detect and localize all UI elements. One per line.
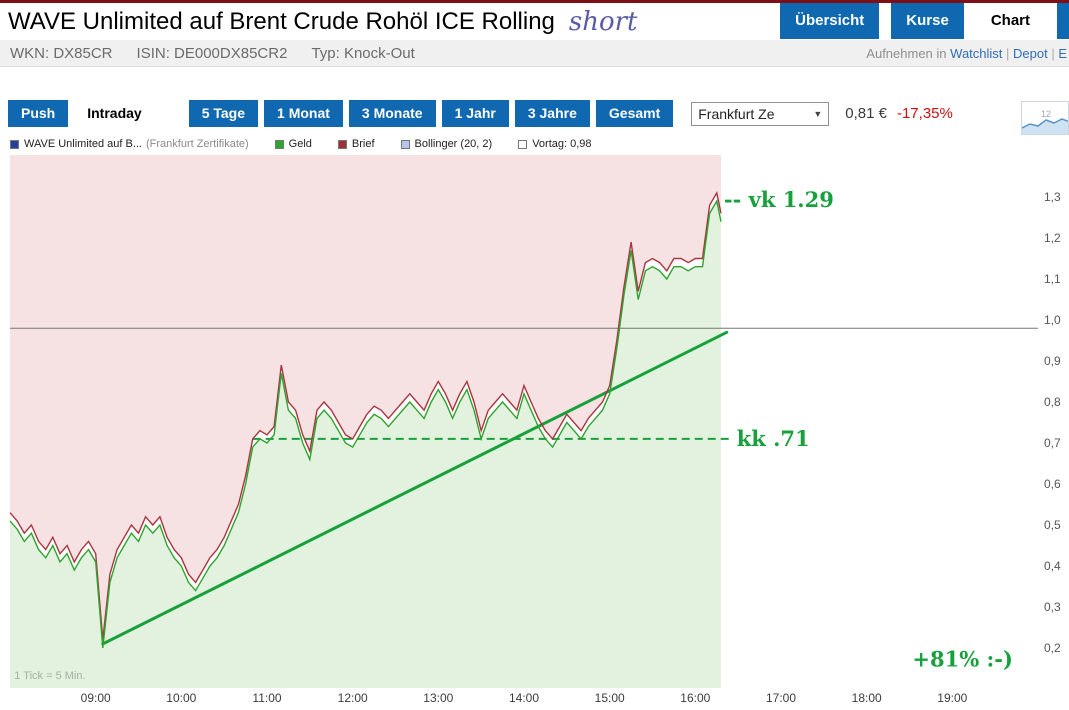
price-change: -17,35% xyxy=(896,105,953,122)
x-axis-label: 14:00 xyxy=(509,691,539,705)
legend-label: Brief xyxy=(351,138,375,150)
legend-swatch xyxy=(400,139,410,149)
area-above-price xyxy=(10,155,721,640)
x-axis-label: 10:00 xyxy=(166,691,196,705)
legend-item-vortag-0-98: Vortag: 0,98 xyxy=(518,138,592,150)
trend-line xyxy=(101,330,729,646)
x-axis-label: 09:00 xyxy=(81,691,111,705)
typ-value: Typ: Knock-Out xyxy=(311,44,415,62)
y-axis-label: 1,1 xyxy=(1044,272,1061,286)
link-watchlist[interactable]: Watchlist xyxy=(950,45,1003,61)
x-axis-label: 12:00 xyxy=(338,691,368,705)
link-depot[interactable]: Depot xyxy=(1013,45,1048,61)
y-axis-label: 1,0 xyxy=(1044,313,1061,327)
x-axis-label: 13:00 xyxy=(423,691,453,705)
link-separator: | xyxy=(1047,45,1059,61)
geld-line xyxy=(9,199,722,649)
top-accent-line xyxy=(0,0,1069,3)
period-button-intraday[interactable]: Intraday xyxy=(74,100,155,127)
mini-chart-label: 12 xyxy=(1041,109,1051,119)
legend-swatch xyxy=(274,139,284,149)
y-axis-label: 0,7 xyxy=(1044,436,1061,450)
annotation-81: +81% :-) xyxy=(912,646,1013,671)
legend-label: Bollinger (20, 2) xyxy=(414,138,493,150)
area-below-price xyxy=(10,201,721,688)
nav-button-kurse[interactable]: Kurse xyxy=(891,3,964,39)
instrument-infobar: WKN: DX85CR ISIN: DE000DX85CR2 Typ: Knoc… xyxy=(0,40,1069,67)
x-axis-label: 17:00 xyxy=(766,691,796,705)
link-separator: | xyxy=(1002,45,1014,61)
push-button[interactable]: Push xyxy=(8,100,69,127)
title-annotation-short: short xyxy=(568,6,638,37)
exchange-select-value: Frankfurt Ze xyxy=(698,105,775,122)
price-value: 0,81 € xyxy=(845,105,887,122)
x-axis-label: 16:00 xyxy=(680,691,710,705)
price-chart: -- vk 1.29 kk .71 +81% :-) 1 Tick = 5 Min. 0… xyxy=(9,155,1061,705)
mini-chart-thumbnail[interactable]: 12 xyxy=(1021,101,1069,135)
legend-item-brief: Brief xyxy=(337,138,375,150)
legend-item-geld: Geld xyxy=(274,138,312,150)
annotation-kk-71: kk .71 xyxy=(737,426,810,451)
legend-label: WAVE Unlimited auf B... xyxy=(24,138,142,150)
y-axis-label: 1,3 xyxy=(1044,190,1061,204)
annotation-vk-1-29: -- vk 1.29 xyxy=(724,187,834,212)
y-axis-label: 0,8 xyxy=(1044,395,1061,409)
legend-swatch xyxy=(518,139,528,149)
nav-button-chart[interactable]: Chart xyxy=(975,3,1045,39)
isin-value: ISIN: DE000DX85CR2 xyxy=(136,44,288,62)
legend-item-bollinger-20-2: Bollinger (20, 2) xyxy=(400,138,493,150)
nav-button-uebersicht[interactable]: Übersicht xyxy=(780,3,880,39)
y-axis-label: 0,5 xyxy=(1044,518,1061,532)
exchange-select[interactable]: Frankfurt Ze ▼ xyxy=(691,101,830,126)
x-axis-label: 15:00 xyxy=(595,691,625,705)
legend-label: Geld xyxy=(288,138,312,150)
legend-item-wave-unlimited-auf-b: WAVE Unlimited auf B... (Frankfurt Zertif… xyxy=(10,138,249,150)
chart-legend: WAVE Unlimited auf B... (Frankfurt Zertif… xyxy=(10,138,618,150)
x-axis-label: 19:00 xyxy=(937,691,967,705)
period-button-3-monate[interactable]: 3 Monate xyxy=(348,100,436,127)
watchlist-links: Aufnehmen in Watchlist | Depot | E xyxy=(866,46,1067,61)
page-title: WAVE Unlimited auf Brent Crude Rohöl ICE… xyxy=(8,7,555,35)
legend-swatch xyxy=(10,139,19,149)
period-button-3-jahre[interactable]: 3 Jahre xyxy=(514,100,590,127)
top-nav: Übersicht Kurse Chart xyxy=(780,3,1069,39)
chevron-down-icon: ▼ xyxy=(813,108,823,119)
y-axis-label: 0,9 xyxy=(1044,354,1061,368)
period-button-gesamt[interactable]: Gesamt xyxy=(595,100,674,127)
period-button-5-tage[interactable]: 5 Tage xyxy=(188,100,259,127)
annotation-1-tick-5-min: 1 Tick = 5 Min. xyxy=(14,670,85,682)
chart-toolbar: Push Intraday 5 Tage 1 Monat 3 Monate 1 Jahr… xyxy=(8,100,1018,127)
legend-swatch xyxy=(337,139,347,149)
x-axis-label: 18:00 xyxy=(852,691,882,705)
wkn-value: WKN: DX85CR xyxy=(10,44,113,62)
header: WAVE Unlimited auf Brent Crude Rohöl ICE… xyxy=(0,3,1069,40)
y-axis-label: 0,3 xyxy=(1044,600,1061,614)
brief-line xyxy=(9,190,722,640)
y-axis-label: 1,2 xyxy=(1044,231,1061,245)
legend-label: Vortag: 0,98 xyxy=(532,138,592,150)
y-axis-label: 0,4 xyxy=(1044,559,1061,573)
y-axis-label: 0,6 xyxy=(1044,477,1061,491)
watchlist-prefix: Aufnehmen in xyxy=(866,45,947,61)
mini-chart-area xyxy=(1022,119,1068,134)
nav-button-partial[interactable] xyxy=(1057,3,1069,39)
period-buttons: Intraday 5 Tage 1 Monat 3 Monate 1 Jahr 3 Jah… xyxy=(74,100,679,127)
mini-chart-line xyxy=(1022,118,1068,129)
period-button-1-jahr[interactable]: 1 Jahr xyxy=(441,100,509,127)
legend-sublabel: (Frankfurt Zertifikate) xyxy=(145,138,249,150)
x-axis-label: 11:00 xyxy=(252,691,281,705)
period-button-1-monat[interactable]: 1 Monat xyxy=(264,100,343,127)
y-axis-label: 0,2 xyxy=(1044,641,1061,655)
link-partial-e[interactable]: E xyxy=(1058,45,1067,61)
